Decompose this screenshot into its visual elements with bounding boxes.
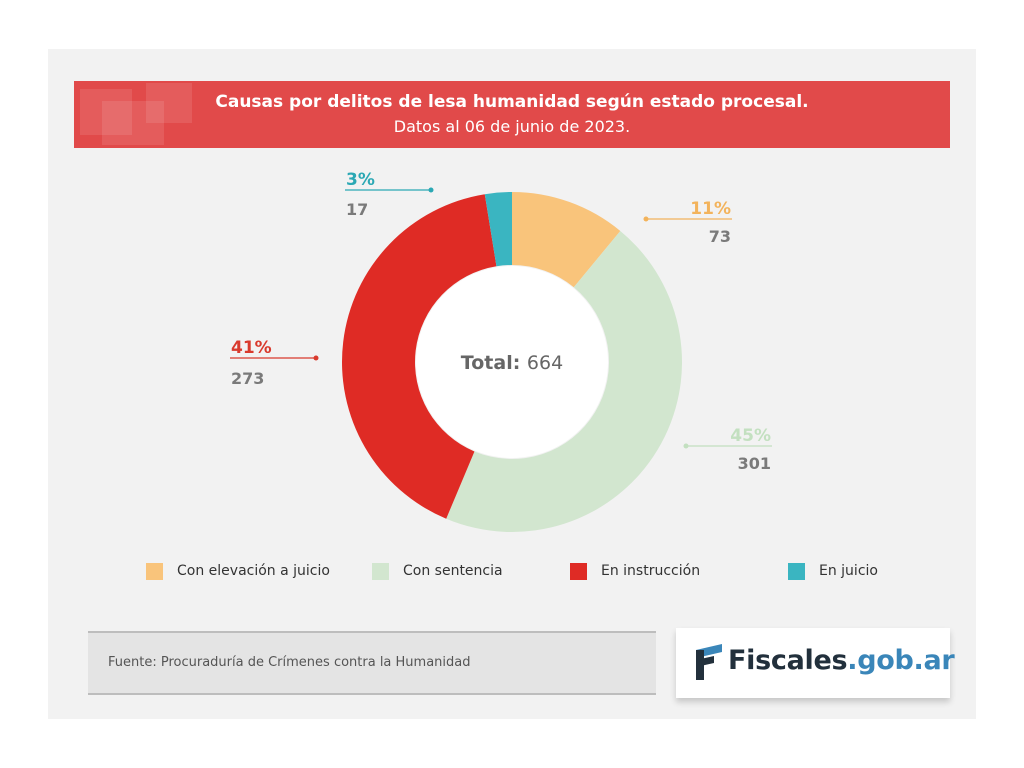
donut-chart: Total: 664 11% 73 45% 301 41% 273 3% 17	[230, 170, 772, 532]
donut-hole	[416, 266, 608, 458]
slice-con-elevacion	[512, 192, 621, 288]
chart-subtitle: Datos al 06 de junio de 2023.	[393, 117, 631, 136]
legend-label: Con elevación a juicio	[177, 563, 330, 579]
percent-label-con-sentencia: 45%	[730, 426, 771, 446]
logo-text: Fiscales.gob.ar	[728, 645, 955, 676]
legend-item-con-elevacion: Con elevación a juicio	[146, 561, 330, 581]
slice-en-juicio	[484, 192, 512, 267]
value-label-con-elevacion: 73	[709, 227, 731, 246]
legend-swatch	[372, 562, 389, 580]
slice-en-instruccion	[342, 194, 497, 519]
title-banner: Causas por delitos de lesa humanidad seg…	[74, 81, 950, 148]
banner-decoration	[102, 101, 164, 145]
legend-swatch	[788, 562, 805, 580]
value-label-en-instruccion: 273	[231, 369, 264, 388]
legend-swatch	[570, 562, 587, 580]
legend-label: En juicio	[819, 563, 878, 579]
legend-label: Con sentencia	[403, 563, 503, 579]
center-value: 664	[527, 352, 563, 374]
legend-item-en-juicio: En juicio	[788, 561, 878, 581]
callout-dot-en-instruccion	[313, 355, 319, 361]
source-text: Fuente: Procuraduría de Crímenes contra …	[108, 655, 471, 670]
center-total-label: Total: 664	[461, 352, 563, 374]
chart-title: Causas por delitos de lesa humanidad seg…	[215, 92, 809, 112]
center-label: Total:	[461, 352, 527, 374]
logo-main: Fiscales	[728, 645, 848, 676]
legend-swatch	[146, 562, 163, 580]
banner-decoration	[80, 89, 132, 135]
callout-dot-con-elevacion	[643, 216, 649, 222]
value-label-con-sentencia: 301	[738, 454, 771, 473]
fiscales-logo: Fiscales.gob.ar	[676, 628, 955, 698]
legend-label: En instrucción	[601, 563, 701, 579]
logo-suffix: .gob.ar	[847, 645, 955, 676]
slice-con-sentencia	[446, 230, 682, 532]
value-label-en-juicio: 17	[346, 200, 368, 219]
banner-decoration	[146, 83, 192, 123]
callout-dot-con-sentencia	[683, 443, 689, 449]
fiscales-flag-icon	[696, 644, 722, 680]
percent-label-con-elevacion: 11%	[690, 199, 731, 219]
callout-dot-en-juicio	[428, 187, 434, 193]
legend-item-con-sentencia: Con sentencia	[372, 561, 503, 581]
percent-label-en-instruccion: 41%	[231, 338, 272, 358]
percent-label-en-juicio: 3%	[346, 170, 375, 190]
legend-item-en-instruccion: En instrucción	[570, 561, 700, 581]
source-box: Fuente: Procuraduría de Crímenes contra …	[88, 631, 656, 695]
